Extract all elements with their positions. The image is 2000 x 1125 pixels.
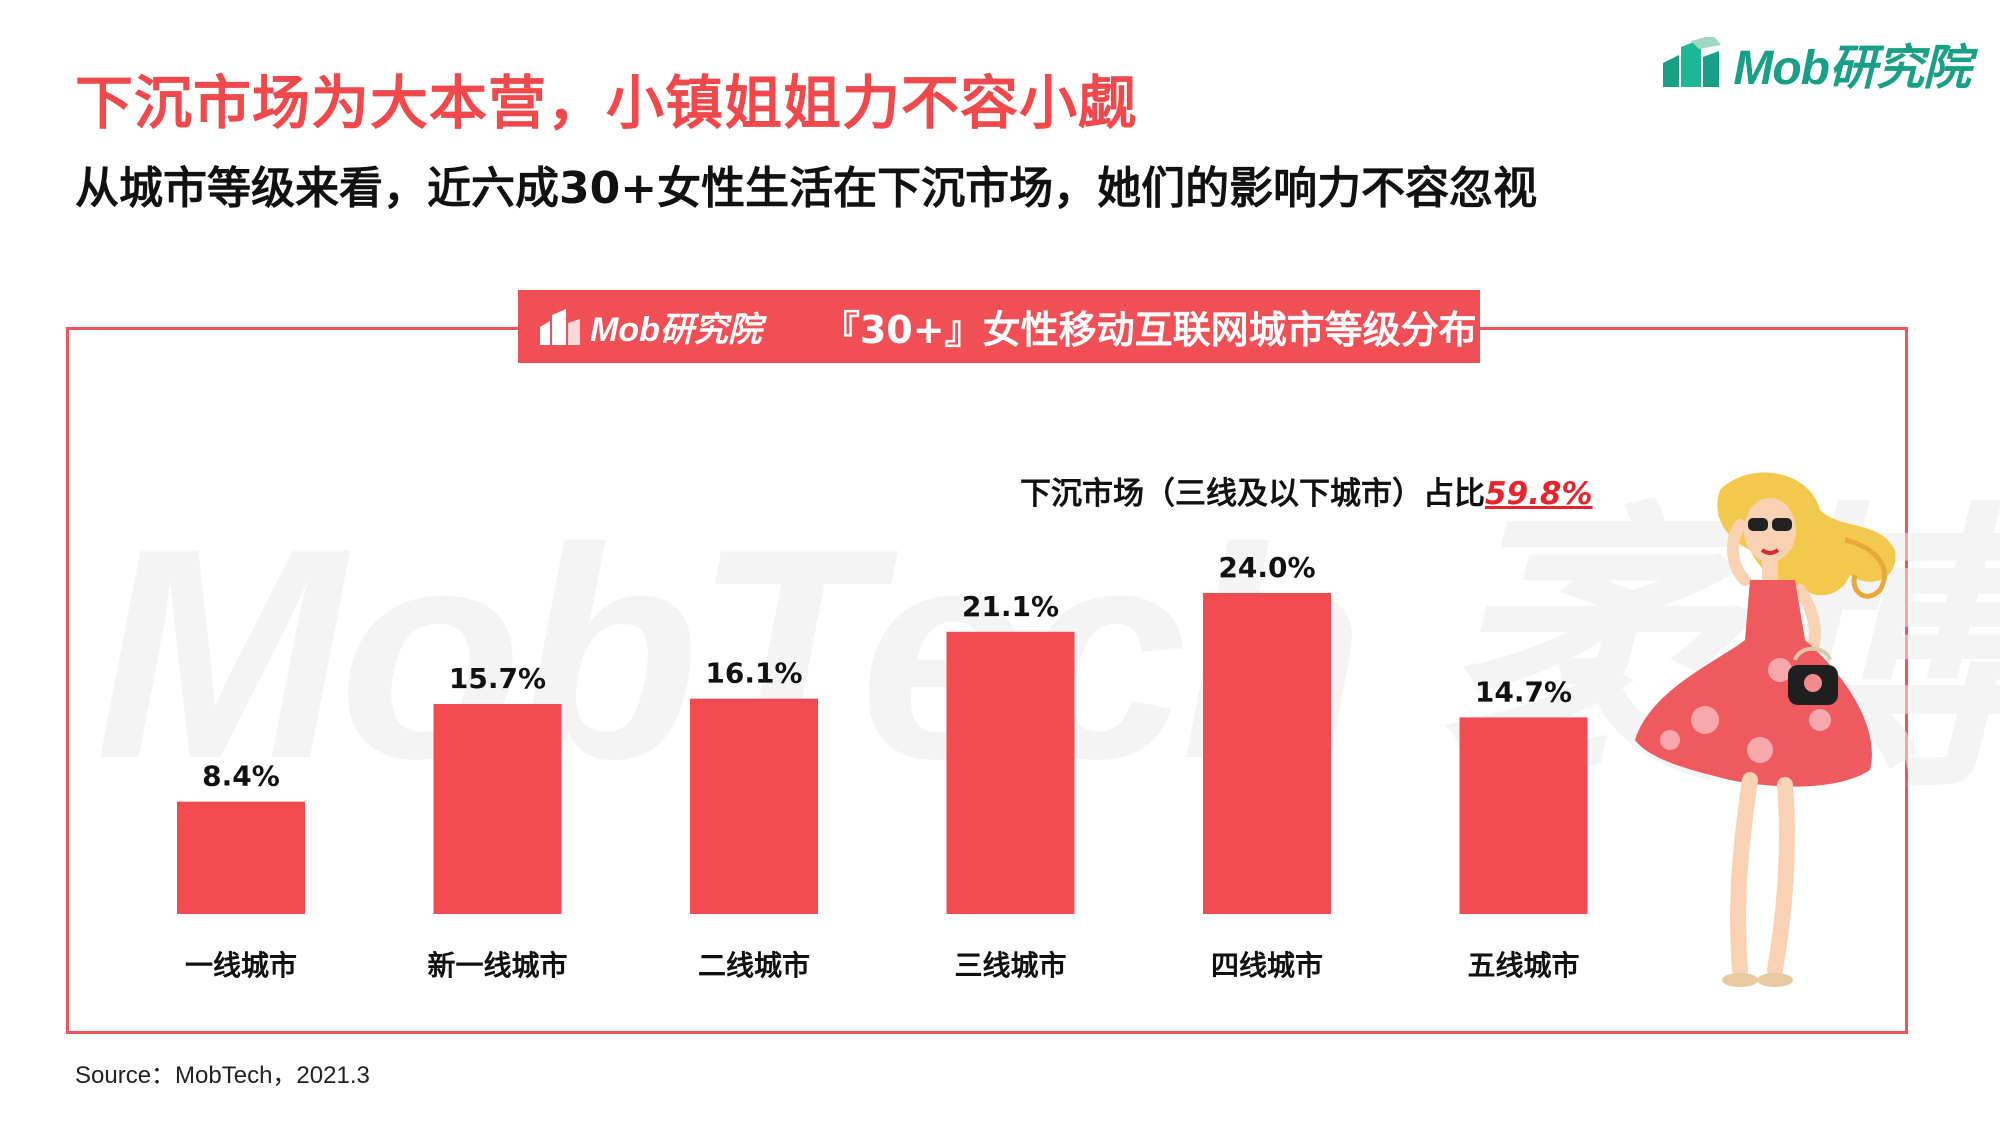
category-label-5: 四线城市 (1211, 949, 1323, 982)
bar-2 (433, 704, 562, 914)
bar-value-label-4: 21.1% (962, 590, 1059, 623)
bar-1 (177, 801, 305, 914)
bar-value-label-2: 15.7% (449, 662, 546, 695)
callout-label: 下沉市场（三线及以下城市）占比 (1020, 476, 1485, 512)
sinking-market-callout: 下沉市场（三线及以下城市）占比59.8% (1020, 468, 1593, 513)
bar-3 (690, 698, 818, 914)
bar-value-label-5: 24.0% (1218, 551, 1315, 584)
source-note: Source：MobTech，2021.3 (75, 1062, 370, 1089)
category-label-6: 五线城市 (1467, 949, 1579, 982)
category-label-3: 二线城市 (698, 949, 810, 982)
bar-6 (1459, 717, 1588, 914)
brand-logo: Mob研究院 (1661, 28, 1971, 98)
category-label-4: 三线城市 (954, 949, 1066, 982)
building-icon (1663, 37, 1722, 87)
chart-title-banner: Mob研究院 『30+』女性移动互联网城市等级分布 (518, 290, 1480, 363)
bar-value-label-3: 16.1% (705, 657, 802, 690)
category-label-1: 一线城市 (185, 949, 297, 982)
bar-value-label-1: 8.4% (202, 760, 280, 793)
category-label-2: 新一线城市 (427, 949, 567, 982)
woman-illustration (1635, 472, 1896, 987)
callout-value: 59.8% (1485, 476, 1593, 512)
bar-value-label-6: 14.7% (1475, 675, 1572, 708)
bar-4 (946, 631, 1075, 914)
brand-logo-text: Mob研究院 (1733, 42, 1971, 95)
page-title: 下沉市场为大本营，小镇姐姐力不容小觑 (75, 69, 1138, 137)
building-icon (540, 308, 580, 345)
chart-title: 『30+』女性移动互联网城市等级分布 (821, 308, 1477, 352)
page-subtitle: 从城市等级来看，近六成30+女性生活在下沉市场，她们的影响力不容忽视 (75, 163, 1538, 214)
banner-logo-text: Mob研究院 (590, 311, 762, 349)
bar-5 (1203, 593, 1331, 914)
banner-logo: Mob研究院 (538, 302, 762, 351)
